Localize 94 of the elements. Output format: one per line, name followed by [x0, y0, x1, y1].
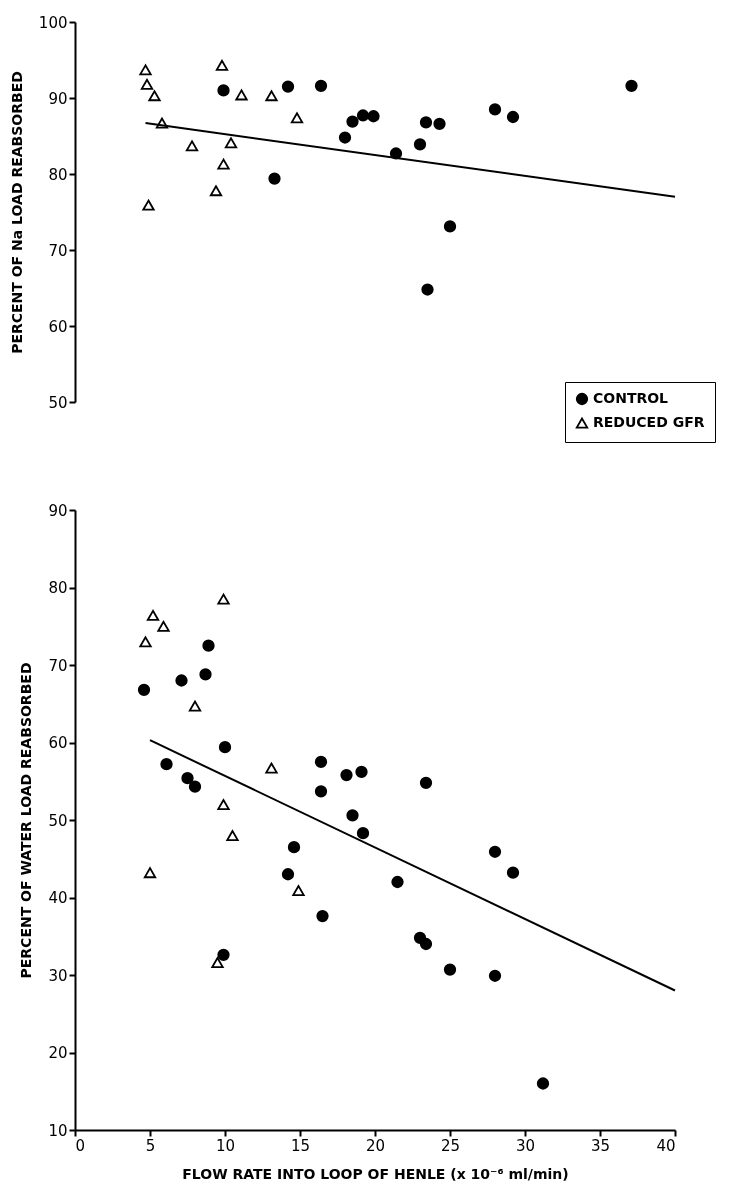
point: [209, 185, 223, 197]
point: [185, 140, 199, 152]
y-tick-label: 100: [38, 13, 68, 32]
point: [217, 948, 230, 961]
point: [625, 79, 638, 92]
point: [419, 776, 433, 789]
point: [160, 758, 173, 771]
point: [338, 131, 352, 144]
point: [488, 103, 502, 116]
point: [356, 109, 370, 122]
x-tick-label: 10: [215, 1136, 236, 1155]
point: [217, 799, 230, 810]
point: [139, 64, 152, 76]
point: [157, 620, 170, 632]
y-tick-label: 90: [48, 89, 68, 108]
y-tick-label: 50: [48, 811, 68, 830]
y-tick-label: 40: [48, 889, 68, 907]
point: [367, 110, 380, 123]
point: [281, 868, 295, 881]
point: [443, 220, 457, 233]
point: [443, 963, 457, 976]
point: [226, 830, 239, 841]
y-axis-title: PERCENT OF WATER LOAD REABSORBED: [18, 662, 35, 979]
point: [290, 112, 304, 124]
point: [355, 765, 368, 779]
point: [140, 78, 154, 90]
y-tick-label: 50: [48, 393, 68, 412]
point: [143, 867, 157, 879]
point: [413, 138, 427, 151]
point: [506, 866, 520, 879]
point: [181, 772, 194, 785]
point: [235, 89, 248, 101]
x-tick-label: 20: [365, 1136, 386, 1155]
point: [224, 137, 238, 149]
point: [217, 593, 230, 605]
legend-label: REDUCED GFR: [593, 414, 705, 430]
point: [217, 84, 230, 97]
y-tick-label: 90: [48, 501, 68, 520]
y-axis-title: PERCENT OF Na LOAD REABSORBED: [8, 71, 25, 354]
point: [218, 741, 232, 754]
point: [268, 172, 281, 185]
y-tick-label: 70: [48, 656, 68, 675]
point: [137, 683, 151, 696]
point: [433, 117, 446, 130]
point: [292, 885, 305, 896]
point: [202, 639, 215, 652]
y-tick-label: 80: [48, 165, 68, 184]
point: [419, 116, 433, 129]
point: [287, 840, 301, 854]
point: [148, 90, 161, 102]
point: [346, 115, 359, 128]
point: [314, 785, 328, 798]
point: [488, 969, 502, 982]
y-tick-label: 60: [48, 317, 68, 336]
legend-label: CONTROL: [593, 390, 669, 406]
x-tick-label: 5: [145, 1136, 156, 1155]
point: [506, 110, 520, 124]
point: [188, 700, 202, 712]
y-tick-label: 20: [48, 1044, 68, 1062]
point: [281, 80, 295, 93]
point: [536, 1077, 550, 1090]
y-tick-label: 70: [48, 241, 68, 260]
x-tick-label: 30: [515, 1136, 536, 1155]
point: [340, 768, 353, 782]
x-axis-title: FLOW RATE INTO LOOP OF HENLE (x 10⁻⁶ ml/min): [182, 1165, 569, 1182]
point: [215, 59, 229, 71]
point: [356, 827, 370, 840]
point: [265, 762, 278, 774]
point: [421, 283, 434, 296]
point: [139, 636, 152, 648]
x-tick-label: 40: [656, 1136, 676, 1155]
point: [188, 780, 202, 793]
point: [217, 158, 230, 170]
point: [346, 809, 359, 822]
point: [211, 957, 224, 969]
point: [265, 90, 278, 102]
x-tick-label: 25: [440, 1136, 461, 1155]
point: [488, 845, 502, 858]
point: [142, 199, 155, 211]
point: [419, 937, 433, 951]
point: [391, 875, 404, 889]
x-tick-label: 35: [590, 1136, 611, 1155]
y-tick-label: 30: [48, 966, 68, 985]
x-tick-label: 0: [75, 1136, 86, 1155]
point: [314, 755, 328, 769]
y-tick-label: 10: [48, 1121, 68, 1140]
point: [175, 674, 188, 687]
point: [199, 668, 212, 681]
point: [146, 609, 160, 621]
y-tick-label: 80: [48, 579, 68, 597]
x-tick-label: 15: [290, 1136, 311, 1155]
point: [314, 79, 328, 92]
y-tick-label: 60: [48, 734, 68, 752]
point: [316, 909, 329, 923]
